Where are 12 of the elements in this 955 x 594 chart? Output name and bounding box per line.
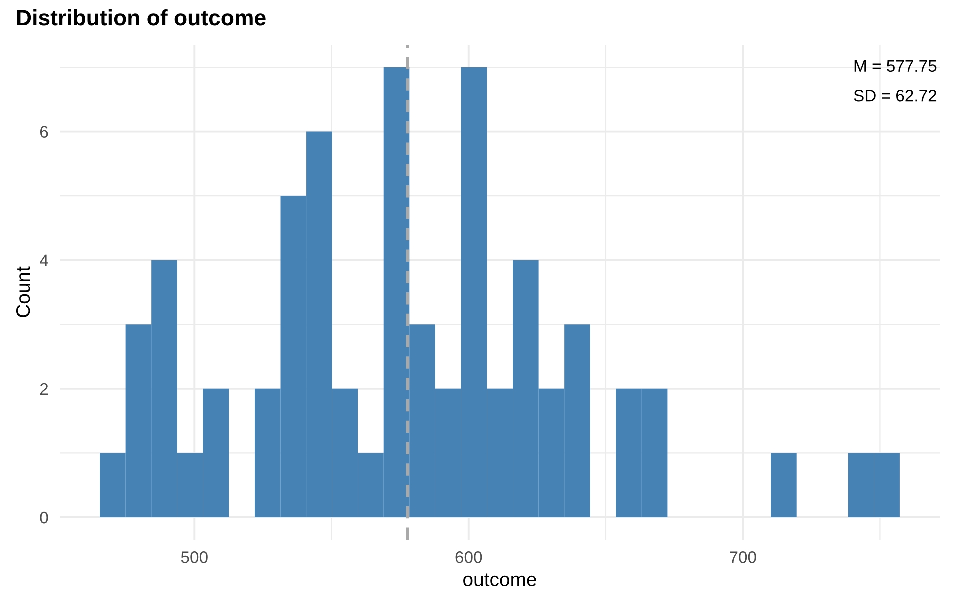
- y-tick-label: 6: [40, 126, 48, 138]
- x-axis-title: outcome: [464, 574, 536, 586]
- annotation: SD = 62.72: [854, 90, 937, 102]
- x-tick-label: 500: [181, 552, 208, 564]
- x-tick-label: 600: [456, 552, 482, 564]
- annotation: M = 577.75: [854, 60, 937, 72]
- y-tick-label: 4: [40, 254, 48, 266]
- chart-title: Distribution of outcome: [17, 9, 266, 26]
- y-axis-title: Count: [16, 266, 30, 318]
- y-tick-label: 2: [40, 383, 48, 395]
- y-tick-label: 0: [40, 512, 48, 524]
- x-tick-label: 700: [730, 552, 756, 564]
